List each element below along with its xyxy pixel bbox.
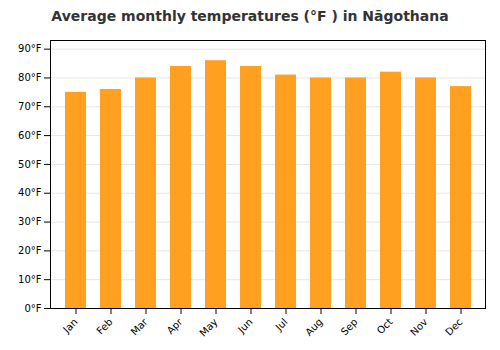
svg-text:70°F: 70°F bbox=[18, 101, 42, 112]
svg-text:40°F: 40°F bbox=[18, 187, 42, 198]
svg-text:80°F: 80°F bbox=[18, 72, 42, 83]
svg-text:Jan: Jan bbox=[60, 316, 79, 335]
svg-text:Jun: Jun bbox=[235, 316, 255, 336]
svg-text:Jul: Jul bbox=[273, 316, 290, 333]
svg-text:May: May bbox=[197, 316, 219, 338]
svg-text:Apr: Apr bbox=[165, 316, 186, 337]
svg-text:Mar: Mar bbox=[129, 316, 151, 338]
svg-text:90°F: 90°F bbox=[18, 43, 42, 54]
svg-text:60°F: 60°F bbox=[18, 130, 42, 141]
svg-text:10°F: 10°F bbox=[18, 274, 42, 285]
svg-text:Dec: Dec bbox=[443, 316, 464, 337]
svg-text:30°F: 30°F bbox=[18, 216, 42, 227]
svg-text:20°F: 20°F bbox=[18, 245, 42, 256]
svg-text:Oct: Oct bbox=[375, 316, 395, 336]
svg-text:0°F: 0°F bbox=[24, 303, 41, 314]
html-text:Average monthly temperatures (: Average monthly temperatures (°F ) in Nā… bbox=[51, 8, 449, 24]
svg-text:Feb: Feb bbox=[94, 316, 114, 336]
svg-text:Aug: Aug bbox=[303, 316, 325, 338]
svg-text:Sep: Sep bbox=[339, 316, 360, 337]
svg-text:50°F: 50°F bbox=[18, 159, 42, 170]
svg-text:Nov: Nov bbox=[408, 316, 430, 338]
